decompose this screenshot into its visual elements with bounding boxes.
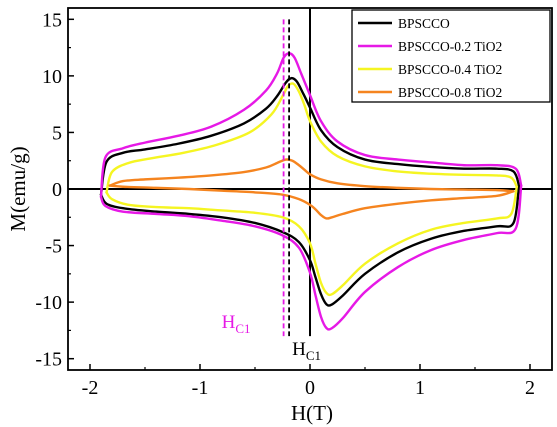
x-axis-label: H(T) [291,401,333,425]
series-2-upper-branch [105,82,518,194]
x-tick-label: 1 [415,377,425,399]
x-tick-label: -2 [82,377,99,399]
y-tick-label: 5 [52,122,62,144]
legend-label: BPSCCO-0.2 TiO2 [398,39,502,54]
y-axis-label: M(emu/g) [6,146,30,231]
series-0-lower-branch [99,184,521,307]
legend-box [351,9,551,103]
x-tick-label: 0 [305,377,315,399]
y-tick-label: 0 [52,179,62,201]
hc1-label: HC1 [222,312,251,336]
series-3-upper-branch [108,158,515,193]
series-3-lower-branch [108,184,515,220]
y-tick-label: -10 [35,292,62,314]
y-tick-label: -5 [45,236,62,258]
legend: BPSCCO BPSCCO-0.2 TiO2 BPSCCO-0.4 TiO2 BPSC… [351,9,551,103]
legend-label: BPSCCO-0.4 TiO2 [398,62,502,77]
legend-label: BPSCCO [398,16,450,31]
x-tick-label: -1 [192,377,209,399]
y-tick-label: 10 [42,66,62,88]
series-1-upper-branch [99,52,523,199]
series-2-lower-branch [105,185,518,297]
y-tick-label: 15 [42,9,62,31]
y-tick-label: -15 [35,349,62,371]
x-tick-label: 2 [525,377,535,399]
legend-label: BPSCCO-0.8 TiO2 [398,85,502,100]
series-1-lower-branch [99,184,523,331]
reference-lines-layer: HC1 HC1 [222,19,321,363]
series-layer [99,52,523,331]
hc1-label: HC1 [292,339,321,363]
series-0-upper-branch [99,76,521,196]
axis-labels: H(T) M(emu/g) [6,146,333,425]
